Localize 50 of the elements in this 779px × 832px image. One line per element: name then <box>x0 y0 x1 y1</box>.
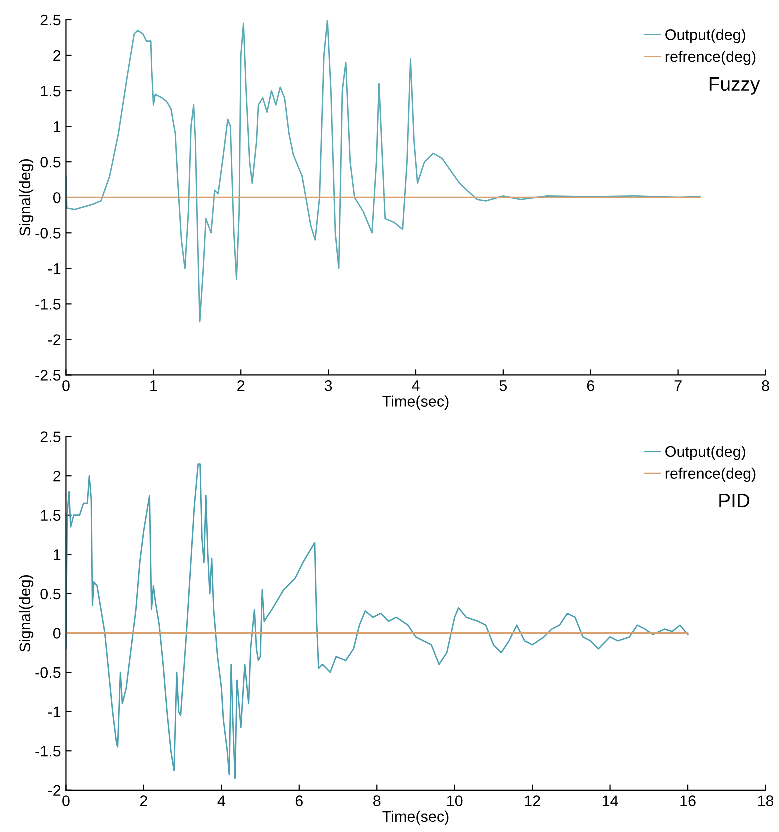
annotation: Fuzzy <box>710 78 760 95</box>
y-tick-label: 1.5 <box>41 510 61 522</box>
x-tick-label: 2 <box>140 796 148 806</box>
x-axis-title: Time(sec) <box>382 810 449 826</box>
x-tick-label: 0 <box>62 380 70 392</box>
y-tick-label: 0 <box>53 628 61 639</box>
y-tick-label: -1 <box>48 264 61 274</box>
y-tick-label: 0 <box>53 192 61 204</box>
x-tick-label: 0 <box>62 796 70 806</box>
y-tick-label: -2 <box>48 334 61 346</box>
x-tick-label: 10 <box>448 796 463 806</box>
y-tick-label: -1 <box>48 706 61 718</box>
y-tick-label: -0.5 <box>36 667 61 678</box>
x-tick-label: 6 <box>296 796 303 806</box>
y-tick-label: 2.5 <box>40 14 61 26</box>
y-tick-label: 1 <box>54 550 61 560</box>
x-tick-label: 14 <box>602 796 618 806</box>
y-tick-label: -1.5 <box>36 299 61 310</box>
legend-label: Output(deg) <box>666 446 746 460</box>
y-tick-label: -2.5 <box>36 370 61 381</box>
y-tick-label: -2 <box>48 785 61 796</box>
y-axis-title: Signal(deg) <box>19 159 34 236</box>
x-tick-label: 1 <box>150 380 158 392</box>
legend-label: refrence(deg) <box>666 468 756 482</box>
x-tick-label: 4 <box>412 380 420 392</box>
x-tick-label: 2 <box>238 380 245 392</box>
y-tick-label: 1.5 <box>41 86 61 97</box>
y-tick-label: 2.5 <box>40 432 61 442</box>
x-tick-label: 4 <box>218 796 226 806</box>
x-tick-label: 16 <box>680 796 696 806</box>
y-tick-label: -1.5 <box>36 746 61 757</box>
x-tick-label: 12 <box>525 796 540 806</box>
y-tick-label: 2 <box>54 50 61 62</box>
x-tick-label: 3 <box>324 380 332 392</box>
legend-label: Output(deg) <box>666 29 746 44</box>
annotation: PID <box>720 494 750 508</box>
x-tick-label: 7 <box>674 380 682 392</box>
y-tick-label: -0.5 <box>36 228 61 239</box>
x-tick-label: 8 <box>374 796 381 806</box>
x-tick-label: 18 <box>758 796 774 806</box>
x-tick-label: 5 <box>500 380 508 392</box>
y-tick-label: 0.5 <box>40 156 61 168</box>
y-tick-label: 0.5 <box>40 588 61 600</box>
legend-label: refrence(deg) <box>666 51 756 66</box>
y-axis-title: Signal(deg) <box>19 575 34 652</box>
y-tick-label: 2 <box>54 470 61 482</box>
x-axis-title: Time(sec) <box>382 396 449 410</box>
x-tick-label: 6 <box>587 380 594 392</box>
x-tick-label: 8 <box>762 380 770 392</box>
y-tick-label: 1 <box>54 122 61 132</box>
